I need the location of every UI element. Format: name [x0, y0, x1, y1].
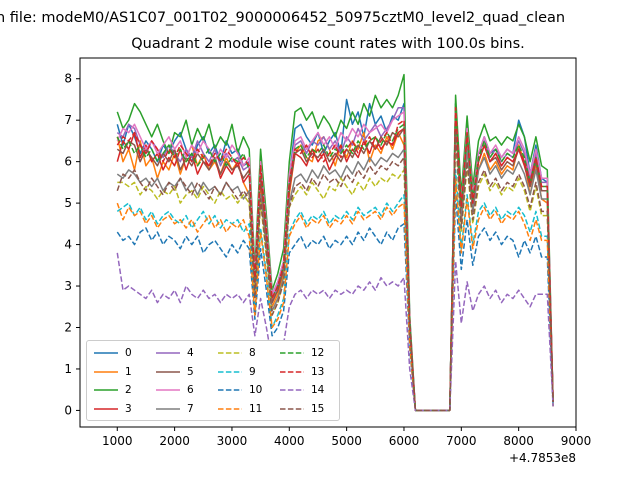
- y-tick-label: 5: [64, 196, 72, 210]
- legend-label: 5: [187, 365, 194, 378]
- legend-swatch: [94, 389, 118, 391]
- y-tick-label: 0: [64, 403, 72, 417]
- axes-frame: [79, 57, 577, 428]
- plot-lines: [116, 73, 554, 412]
- legend-item: 15: [280, 401, 324, 417]
- legend-label: 1: [125, 365, 132, 378]
- legend: 0 1 2 3 4 5 6 7 8 9 10 11 12 13 14 15: [86, 340, 340, 421]
- x-tick-label: 7000: [446, 434, 477, 448]
- series-line-15: [116, 131, 554, 412]
- legend-swatch: [218, 370, 242, 373]
- legend-label: 12: [311, 347, 325, 359]
- axes-title: Quadrant 2 module wise count rates with …: [131, 36, 525, 52]
- legend-item: 7: [156, 401, 194, 417]
- series-line-13: [116, 107, 554, 412]
- legend-label: 4: [187, 347, 194, 359]
- legend-label: 9: [249, 365, 256, 378]
- x-tick-label: 4000: [274, 434, 305, 448]
- legend-label: 7: [187, 402, 194, 415]
- y-tick-label: 7: [64, 113, 72, 127]
- x-tick-label: 8000: [503, 434, 534, 448]
- x-tick-label: 6000: [389, 434, 420, 448]
- legend-label: 11: [249, 402, 263, 415]
- x-axis: 1000 2000 3000 4000 5000 6000 7000 8000 9000: [102, 427, 591, 448]
- legend-item: 5: [156, 364, 194, 380]
- legend-swatch: [94, 407, 118, 410]
- y-tick-label: 6: [64, 155, 72, 169]
- legend-swatch: [218, 352, 242, 354]
- legend-swatch: [280, 352, 304, 354]
- legend-swatch: [280, 370, 304, 373]
- legend-item: 8: [218, 345, 256, 361]
- y-tick-label: 4: [64, 238, 72, 252]
- legend-swatch: [218, 389, 242, 391]
- legend-label: 10: [249, 384, 263, 396]
- legend-item: 3: [94, 401, 132, 417]
- legend-item: 14: [280, 382, 324, 398]
- x-tick-label: 2000: [159, 434, 190, 448]
- series-line-2: [116, 73, 554, 412]
- legend-swatch: [94, 370, 118, 373]
- y-tick-label: 3: [64, 279, 72, 293]
- legend-item: 13: [280, 364, 324, 380]
- y-tick-label: 8: [64, 72, 72, 86]
- series-line-9: [116, 169, 554, 412]
- legend-item: 0: [94, 345, 132, 361]
- legend-swatch: [156, 389, 180, 391]
- legend-item: 2: [94, 382, 132, 398]
- legend-swatch: [156, 407, 180, 410]
- legend-item: 10: [218, 382, 262, 398]
- x-tick-label: 9000: [561, 434, 592, 448]
- legend-swatch: [280, 407, 304, 410]
- legend-swatch: [156, 370, 180, 373]
- y-axis: 0 1 2 3 4 5 6 7 8: [64, 72, 80, 417]
- legend-label: 15: [311, 402, 325, 415]
- y-tick-label: 2: [64, 320, 72, 334]
- legend-item: 11: [218, 401, 262, 417]
- legend-label: 13: [311, 365, 325, 378]
- series-line-10: [116, 194, 554, 412]
- legend-label: 8: [249, 347, 256, 359]
- series-line-14: [116, 252, 554, 412]
- legend-swatch: [94, 352, 118, 354]
- legend-item: 4: [156, 345, 194, 361]
- figure-title: n file: modeM0/AS1C07_001T02_9000006452_…: [0, 10, 566, 26]
- legend-item: 9: [218, 364, 256, 380]
- x-tick-label: 5000: [331, 434, 362, 448]
- legend-item: 12: [280, 345, 324, 361]
- legend-label: 3: [125, 402, 132, 415]
- legend-swatch: [280, 389, 304, 391]
- x-tick-label: 3000: [217, 434, 248, 448]
- x-tick-label: 1000: [102, 434, 133, 448]
- legend-item: 6: [156, 382, 194, 398]
- series-line-7: [116, 119, 554, 412]
- legend-label: 2: [125, 384, 132, 396]
- x-offset-label: +4.7853e8: [509, 451, 576, 465]
- legend-label: 14: [311, 384, 325, 396]
- legend-item: 1: [94, 364, 132, 380]
- legend-swatch: [156, 352, 180, 354]
- y-tick-label: 1: [64, 362, 72, 376]
- legend-swatch: [218, 407, 242, 410]
- legend-label: 6: [187, 384, 194, 396]
- series-line-12: [116, 102, 554, 412]
- legend-label: 0: [125, 347, 132, 359]
- series-line-11: [116, 177, 554, 412]
